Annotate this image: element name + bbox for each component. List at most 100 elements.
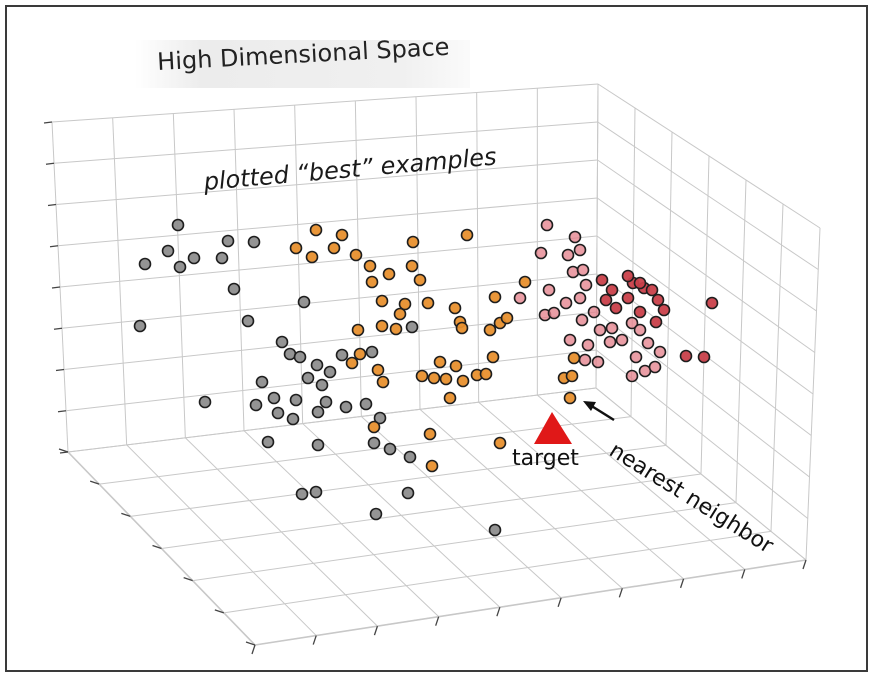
gray-point xyxy=(215,251,229,265)
orange-point xyxy=(327,241,341,255)
pink-point xyxy=(587,305,601,319)
gray-point xyxy=(383,442,397,456)
orange-point xyxy=(493,436,507,450)
gray-point xyxy=(286,412,300,426)
axis-tick xyxy=(53,327,63,330)
figure-frame xyxy=(5,5,868,672)
axis-tick xyxy=(121,512,131,517)
orange-point xyxy=(425,459,439,473)
axis-tick xyxy=(251,644,256,655)
axis-tick xyxy=(802,559,807,570)
red-point xyxy=(605,283,619,297)
axis-tick xyxy=(245,641,256,646)
gray-point xyxy=(173,260,187,274)
gray-point xyxy=(275,335,289,349)
gray-point xyxy=(133,319,147,333)
axis-tick xyxy=(89,480,100,485)
right-wall-hline xyxy=(596,311,810,478)
gray-point xyxy=(323,365,337,379)
pink-point xyxy=(568,230,582,244)
orange-point xyxy=(367,420,381,434)
gray-point xyxy=(249,398,263,412)
gray-point xyxy=(339,400,353,414)
orange-point xyxy=(405,259,419,273)
gray-point xyxy=(403,450,417,464)
red-point xyxy=(645,283,659,297)
axis-tick xyxy=(741,569,746,579)
pink-point xyxy=(534,246,548,260)
pink-point xyxy=(593,323,607,337)
axis-tick xyxy=(55,368,65,372)
right-wall-hline xyxy=(597,83,821,229)
orange-point xyxy=(345,356,359,370)
pink-point xyxy=(542,283,556,297)
axis-tick xyxy=(152,544,162,550)
axis-tick xyxy=(373,625,379,636)
red-point xyxy=(649,315,663,329)
axis-tick xyxy=(214,609,225,614)
orange-point xyxy=(449,359,463,373)
orange-point xyxy=(455,321,469,335)
back-wall-hline xyxy=(65,349,597,412)
orange-point xyxy=(376,375,390,389)
orange-point xyxy=(448,301,462,315)
orange-point xyxy=(483,323,497,337)
pink-point xyxy=(540,218,554,232)
orange-point xyxy=(363,259,377,273)
pink-point xyxy=(633,323,647,337)
orange-point xyxy=(456,374,470,388)
gray-point xyxy=(247,235,261,249)
orange-point xyxy=(309,223,323,237)
orange-point xyxy=(479,367,493,381)
axis-tick xyxy=(49,245,59,248)
axis-tick xyxy=(43,121,53,124)
back-wall-hline xyxy=(53,121,598,164)
axis-tick xyxy=(57,410,67,413)
pink-point xyxy=(578,353,592,367)
target-label: target xyxy=(512,446,579,471)
back-wall-hline xyxy=(63,311,597,370)
axis-tick xyxy=(58,448,69,453)
floor-line-width xyxy=(130,444,667,517)
axis-tick xyxy=(557,597,562,607)
floor-line-width xyxy=(223,530,772,614)
pink-point xyxy=(575,313,589,327)
title-background xyxy=(135,40,470,88)
gray-point xyxy=(187,251,201,265)
back-wall-hline xyxy=(57,197,598,247)
pink-point xyxy=(625,369,639,383)
back-wall-hline xyxy=(55,159,598,205)
axis-tick xyxy=(618,588,623,598)
floor-line-width xyxy=(192,502,737,582)
gray-point xyxy=(373,411,387,425)
orange-point xyxy=(433,355,447,369)
gray-point xyxy=(293,350,307,364)
orange-point xyxy=(567,351,581,365)
pink-point xyxy=(513,291,527,305)
gray-point xyxy=(261,435,275,449)
pink-point xyxy=(547,306,561,320)
red-point xyxy=(599,293,613,307)
gray-point xyxy=(367,436,381,450)
red-point xyxy=(595,273,609,287)
orange-point xyxy=(349,248,363,262)
axis-tick xyxy=(183,577,193,582)
gray-point xyxy=(405,320,419,334)
orange-point xyxy=(488,290,502,304)
back-wall-hline xyxy=(61,273,597,329)
orange-point xyxy=(305,250,319,264)
axis-tick xyxy=(45,162,55,165)
gray-point xyxy=(315,378,329,392)
gray-point xyxy=(227,282,241,296)
gray-point xyxy=(171,218,185,232)
orange-point xyxy=(389,322,403,336)
orange-point xyxy=(486,350,500,364)
gray-point xyxy=(401,486,415,500)
gray-point xyxy=(309,485,323,499)
gray-point xyxy=(488,523,502,537)
orange-point xyxy=(351,323,365,337)
pink-point xyxy=(641,336,655,350)
pink-point xyxy=(576,263,590,277)
axis-tick xyxy=(496,607,501,617)
nearest-neighbor-arrow xyxy=(583,401,615,422)
